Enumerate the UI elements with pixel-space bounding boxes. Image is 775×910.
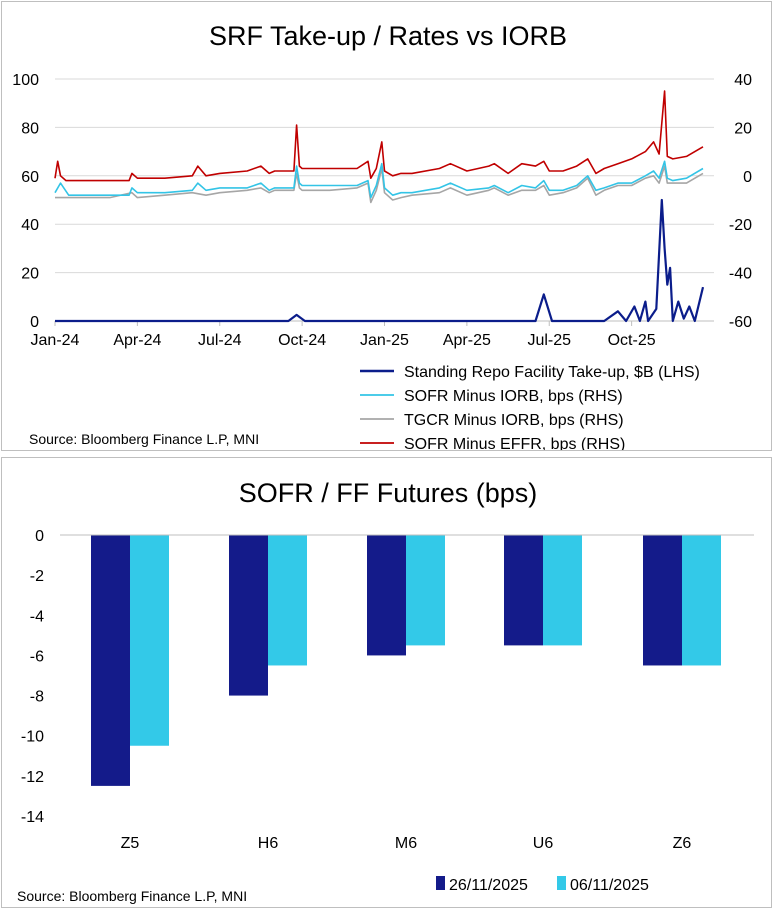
y-left-tick-label: 40	[21, 217, 39, 234]
bar-z5-series-1	[91, 535, 130, 786]
y-tick-label: -12	[21, 769, 44, 786]
legend-swatch	[436, 876, 445, 890]
bar-u6-series-1	[504, 535, 543, 646]
y-right-tick-label: 0	[743, 169, 752, 186]
bar-z6-series-2	[682, 535, 721, 666]
y-tick-label: 0	[35, 528, 44, 545]
x-tick-label: M6	[395, 835, 417, 852]
series-line-4	[54, 90, 704, 182]
futures-chart-panel: SOFR / FF Futures (bps) 0 -2 -4 -6 -8 -10 -12 -…	[1, 457, 772, 908]
source-note: Source: Bloomberg Finance L.P, MNI	[29, 431, 259, 447]
y-left-tick-label: 80	[21, 120, 39, 137]
y-left-tick-label: 100	[12, 72, 39, 89]
legend-label: Standing Repo Facility Take-up, $B (LHS)	[404, 364, 700, 381]
bar-u6-series-2	[543, 535, 582, 646]
series-line-1	[55, 198, 705, 323]
x-tick-label: H6	[258, 835, 279, 852]
bar-h6-series-2	[268, 535, 307, 666]
y-left-tick-label: 0	[30, 314, 39, 331]
y-tick-label: -14	[21, 809, 44, 826]
chart-title: SOFR / FF Futures (bps)	[239, 478, 538, 508]
x-tick-label: Jul-24	[198, 332, 242, 349]
bar-z5-series-2	[130, 535, 169, 746]
futures-bar-chart: SOFR / FF Futures (bps) 0 -2 -4 -6 -8 -10 -12 -…	[17, 478, 754, 904]
x-tick-label: Oct-25	[608, 332, 656, 349]
y-tick-label: -10	[21, 729, 44, 746]
series-line-2	[54, 160, 704, 199]
legend-label: 26/11/2025	[449, 877, 528, 894]
y-tick-label: -4	[30, 608, 44, 625]
y-tick-label: -8	[30, 689, 44, 706]
y-left-tick-label: 60	[21, 169, 39, 186]
x-tick-label: Apr-25	[443, 332, 491, 349]
y-right-tick-label: -60	[729, 314, 752, 331]
x-tick-label: Oct-24	[278, 332, 326, 349]
x-tick-label: U6	[533, 835, 554, 852]
bar-h6-series-1	[229, 535, 268, 696]
x-tick-label: Z6	[673, 835, 692, 852]
legend-label: SOFR Minus EFFR, bps (RHS)	[404, 436, 625, 450]
y-right-tick-label: -20	[729, 217, 752, 234]
y-right-tick-label: 40	[734, 72, 752, 89]
y-right-tick-label: 20	[734, 120, 752, 137]
x-tick-label: Z5	[121, 835, 140, 852]
bar-m6-series-1	[367, 535, 406, 656]
chart-title: SRF Take-up / Rates vs IORB	[209, 21, 567, 51]
series-line-3	[55, 165, 704, 204]
bar-m6-series-2	[406, 535, 445, 646]
legend-label: TGCR Minus IORB, bps (RHS)	[404, 412, 624, 429]
y-tick-label: -2	[30, 568, 44, 585]
legend-label: 06/11/2025	[570, 877, 649, 894]
x-tick-label: Jul-25	[527, 332, 571, 349]
srf-line-chart: SRF Take-up / Rates vs IORB 0 20 40 60 80 100…	[12, 21, 752, 450]
x-tick-label: Apr-24	[113, 332, 161, 349]
x-tick-label: Jan-24	[31, 332, 80, 349]
source-note: Source: Bloomberg Finance L.P, MNI	[17, 888, 247, 904]
y-left-tick-label: 20	[21, 266, 39, 283]
legend-label: SOFR Minus IORB, bps (RHS)	[404, 388, 623, 405]
y-tick-label: -6	[30, 648, 44, 665]
x-tick-label: Jan-25	[360, 332, 409, 349]
srf-chart-panel: SRF Take-up / Rates vs IORB 0 20 40 60 80 100…	[1, 1, 772, 451]
legend-swatch	[557, 876, 566, 890]
bar-z6-series-1	[643, 535, 682, 666]
y-right-tick-label: -40	[729, 266, 752, 283]
